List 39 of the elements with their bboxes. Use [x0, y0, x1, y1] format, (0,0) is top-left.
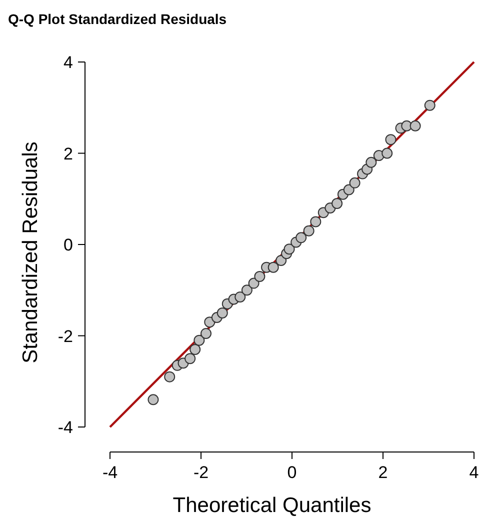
point [343, 184, 354, 196]
point [184, 353, 196, 364]
point [385, 134, 396, 146]
point [216, 307, 228, 318]
point [200, 328, 212, 339]
point [164, 371, 176, 382]
point [349, 177, 360, 188]
point [303, 225, 314, 236]
point [276, 254, 287, 266]
point [254, 270, 266, 282]
y-tick-label: 4 [64, 53, 73, 72]
point [194, 334, 205, 346]
point [268, 262, 279, 273]
x-tick-label: 2 [378, 463, 388, 482]
point [284, 244, 295, 255]
point [234, 291, 246, 302]
point [248, 278, 260, 289]
point [310, 216, 322, 228]
point [401, 120, 412, 132]
x-axis-title: Theoretical Quantiles [172, 494, 372, 517]
x-tick-label: -4 [102, 463, 118, 482]
point [241, 284, 252, 296]
y-tick-label: -4 [58, 418, 73, 437]
point [366, 156, 377, 168]
point [190, 344, 201, 355]
point [382, 148, 393, 159]
point [424, 100, 436, 111]
point [410, 120, 421, 132]
point [296, 232, 307, 244]
y-tick-label: 0 [64, 236, 73, 254]
chart-title: Q-Q Plot Standardized Residuals [8, 11, 227, 27]
y-tick-label: 2 [64, 144, 73, 164]
y-axis-title: Standardized Residuals [19, 142, 42, 364]
point [332, 198, 343, 209]
point [148, 394, 159, 406]
x-tick-label: 4 [469, 463, 479, 482]
x-tick-label: 0 [287, 463, 297, 482]
x-tick-label: -2 [193, 463, 209, 482]
y-tick-label: -2 [58, 326, 73, 346]
